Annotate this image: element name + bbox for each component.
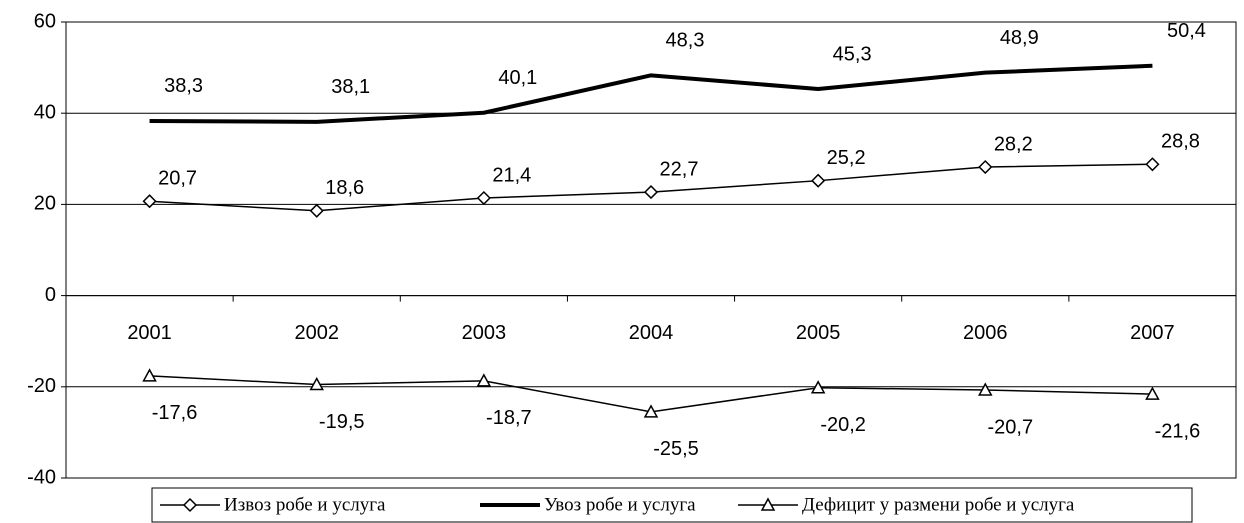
point-marker [643, 185, 659, 200]
data-label: 18,6 [325, 177, 364, 199]
point-marker [476, 373, 492, 387]
x-tick-label: 2005 [796, 322, 841, 344]
data-label: 40,1 [498, 67, 537, 89]
legend-frame [151, 487, 1193, 523]
y-tick-label: 40 [34, 101, 56, 123]
y-tick-label: 0 [45, 284, 56, 306]
point-marker [1145, 386, 1160, 400]
data-label: -18,7 [486, 407, 532, 429]
data-label: 45,3 [833, 43, 872, 65]
data-label: 48,9 [1000, 27, 1039, 49]
data-label: 50,4 [1167, 20, 1206, 42]
x-tick-label: 2006 [963, 322, 1008, 344]
x-tick-label: 2001 [127, 322, 172, 344]
data-label: 28,8 [1161, 131, 1200, 153]
point-marker [810, 380, 826, 394]
x-tick-label: 2007 [1130, 322, 1175, 344]
data-label: 38,1 [331, 76, 370, 98]
series-line [149, 63, 1153, 124]
point-marker [142, 368, 157, 382]
point-marker [309, 376, 324, 391]
legend-label: Дефицит у размени робе и услуга [802, 494, 1075, 515]
y-tick-label: -20 [27, 375, 56, 397]
data-label: -20,7 [987, 416, 1033, 438]
point-marker [1145, 157, 1160, 172]
legend-marker [760, 497, 776, 511]
x-tick-label: 2004 [629, 322, 674, 344]
legend-label: Увоз робе и услуга [544, 494, 696, 515]
data-label: 21,4 [492, 164, 531, 186]
y-tick-label: 60 [34, 10, 56, 32]
data-label: 38,3 [164, 75, 203, 97]
data-label: -17,6 [152, 402, 198, 424]
data-label: -25,5 [653, 438, 699, 460]
data-label: 25,2 [827, 147, 866, 169]
y-tick-label: -40 [27, 466, 56, 488]
plot-frame [65, 21, 1237, 479]
point-marker [811, 173, 826, 188]
data-label: -20,2 [820, 414, 866, 436]
y-tick-label: 20 [34, 193, 56, 215]
x-tick-label: 2002 [294, 322, 339, 344]
data-label: -19,5 [319, 411, 365, 433]
data-label: 48,3 [666, 30, 705, 52]
point-marker [978, 159, 993, 175]
data-label: -21,6 [1155, 420, 1201, 442]
legend-label: Извоз робе и услуга [224, 494, 386, 515]
point-marker [142, 194, 157, 209]
point-marker [978, 382, 993, 396]
data-label: 22,7 [660, 158, 699, 180]
point-marker [309, 203, 324, 218]
data-label: 28,2 [994, 133, 1033, 155]
point-marker [643, 404, 659, 418]
point-marker [476, 190, 491, 206]
x-tick-label: 2003 [462, 322, 507, 344]
data-label: 20,7 [158, 167, 197, 189]
legend-marker [182, 497, 198, 513]
